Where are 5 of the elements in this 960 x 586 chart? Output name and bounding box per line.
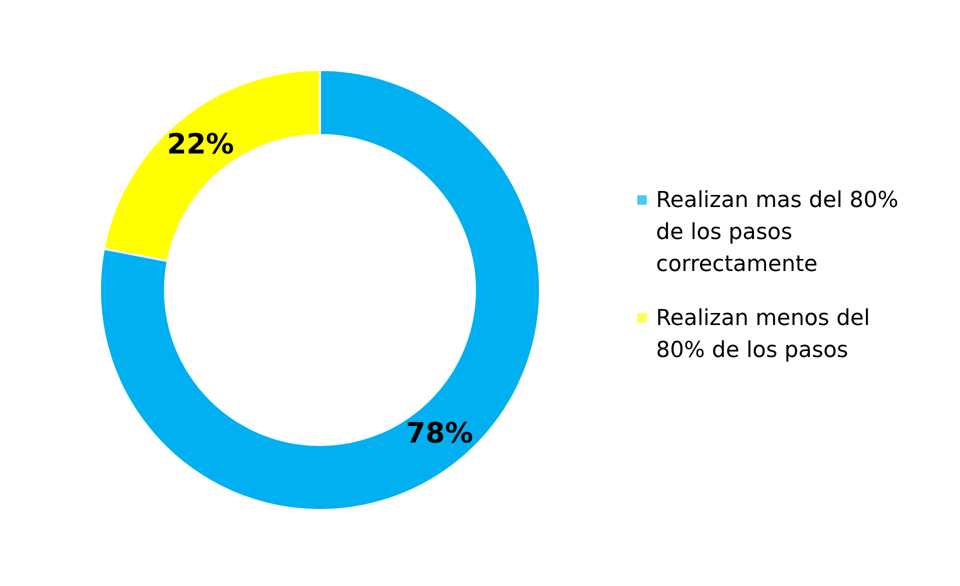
legend-label: Realizan mas del 80% de los pasos correctamente <box>656 188 898 277</box>
data-label: 78% <box>406 416 474 450</box>
data-label: 22% <box>166 128 234 161</box>
legend-label: Realizan menos del 80% de los pasos <box>656 306 870 363</box>
donut-slice <box>99 69 541 511</box>
